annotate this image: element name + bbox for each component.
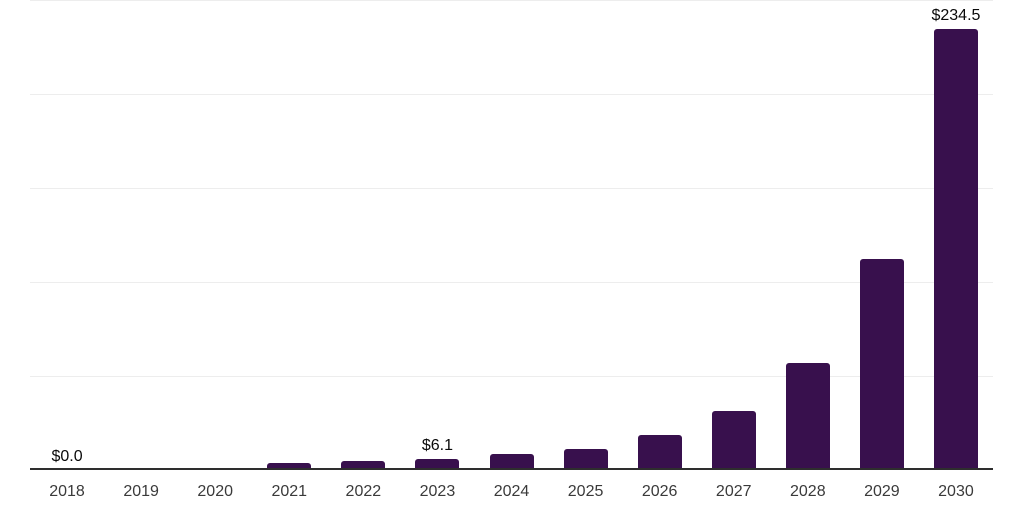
bar-2021 (267, 463, 312, 470)
x-tick-label-2024: 2024 (493, 483, 530, 500)
bar-2024 (489, 454, 534, 470)
bar-value-label-2030: $234.5 (931, 7, 981, 25)
gridline (30, 282, 993, 283)
gridline (30, 376, 993, 377)
gridline (30, 94, 993, 95)
x-tick-label-2019: 2019 (123, 483, 159, 500)
bar-2029 (859, 258, 904, 470)
x-tick-label-2021: 2021 (271, 483, 308, 500)
bar-value-label-2023: $6.1 (421, 436, 453, 454)
x-tick-label-2029: 2029 (864, 483, 900, 500)
x-tick-label-2026: 2026 (641, 483, 678, 500)
bar-2022 (341, 460, 386, 470)
bar-value-label-2018: $0.0 (51, 448, 83, 465)
x-tick-label-2027: 2027 (715, 483, 752, 500)
x-tick-label-2018: 2018 (49, 483, 85, 500)
bar-2028 (785, 362, 830, 470)
x-tick-label-2030: 2030 (938, 483, 974, 500)
bar-2025 (563, 448, 608, 470)
gridline (30, 0, 993, 1)
gridline (30, 188, 993, 189)
bar-2023 (415, 458, 460, 470)
x-axis-line (30, 468, 993, 470)
x-tick-label-2028: 2028 (790, 483, 826, 500)
x-tick-label-2020: 2020 (197, 483, 233, 500)
bar-2026 (637, 435, 682, 470)
bar-2027 (711, 410, 756, 470)
x-tick-label-2023: 2023 (419, 483, 456, 500)
plot-area: $0.0 $6.1 $234.5 (30, 0, 993, 470)
x-tick-label-2022: 2022 (345, 483, 382, 500)
x-axis-labels: 2018 2019 2020 2021 2022 2023 2024 2025 2026 2027… (0, 470, 1024, 512)
bar-2030 (933, 29, 978, 470)
x-tick-label-2025: 2025 (567, 483, 604, 500)
